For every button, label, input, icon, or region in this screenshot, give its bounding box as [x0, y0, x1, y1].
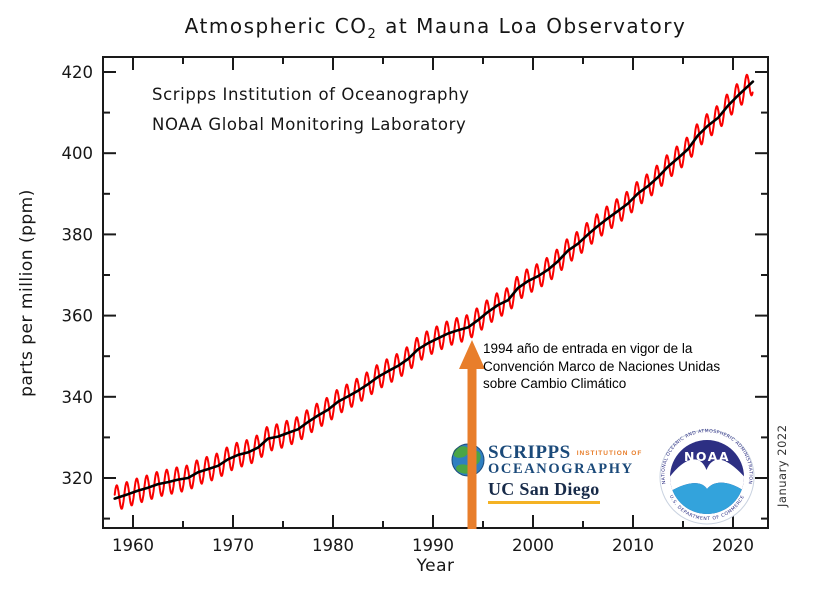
svg-text:2000: 2000 — [512, 536, 554, 555]
svg-text:2020: 2020 — [712, 536, 754, 555]
credit-scripps: Scripps Institution of Oceanography — [152, 85, 470, 104]
credit-block: Scripps Institution of Oceanography NOAA… — [152, 80, 470, 140]
noaa-logo: NOAA NATIONAL OCEANIC AND ATMOSPHERIC AD… — [659, 428, 755, 525]
annotation-line: 1994 año de entrada en vigor de la — [483, 341, 693, 356]
svg-text:400: 400 — [62, 144, 94, 163]
ucsd-wordmark: UC San Diego — [488, 480, 600, 504]
annotation-line: sobre Cambio Climático — [483, 376, 627, 391]
x-axis-title: Year — [416, 556, 455, 576]
y-axis-title: parts per million (ppm) — [17, 189, 37, 397]
credit-noaa: NOAA Global Monitoring Laboratory — [152, 115, 467, 134]
date-note: January 2022 — [775, 424, 789, 508]
chart-title: Atmospheric CO2 at Mauna Loa Observatory — [184, 14, 687, 42]
annotation-line: Convención Marco de Naciones Unidas — [483, 358, 721, 374]
scripps-wordmark: SCRIPPS — [488, 441, 571, 463]
svg-text:420: 420 — [62, 63, 94, 82]
arrow-1994 — [459, 340, 485, 529]
svg-text:320: 320 — [62, 469, 94, 488]
scripps-oceanography: OCEANOGRAPHY — [488, 461, 634, 477]
svg-text:1980: 1980 — [312, 536, 354, 555]
ucsd-gold-rule — [488, 501, 600, 504]
noaa-wordmark: NOAA — [684, 449, 730, 464]
svg-text:380: 380 — [62, 225, 94, 244]
svg-text:360: 360 — [62, 307, 94, 326]
svg-text:340: 340 — [62, 388, 94, 407]
scripps-ucsd-logo: SCRIPPS INSTITUTION OF OCEANOGRAPHY UC S… — [451, 442, 642, 504]
svg-text:1990: 1990 — [412, 536, 454, 555]
scripps-institution-of: INSTITUTION OF — [576, 450, 643, 457]
svg-text:1960: 1960 — [112, 536, 154, 555]
annotation-1994: 1994 año de entrada en vigor de la Conve… — [483, 340, 733, 393]
svg-text:1970: 1970 — [212, 536, 254, 555]
svg-text:2010: 2010 — [612, 536, 654, 555]
